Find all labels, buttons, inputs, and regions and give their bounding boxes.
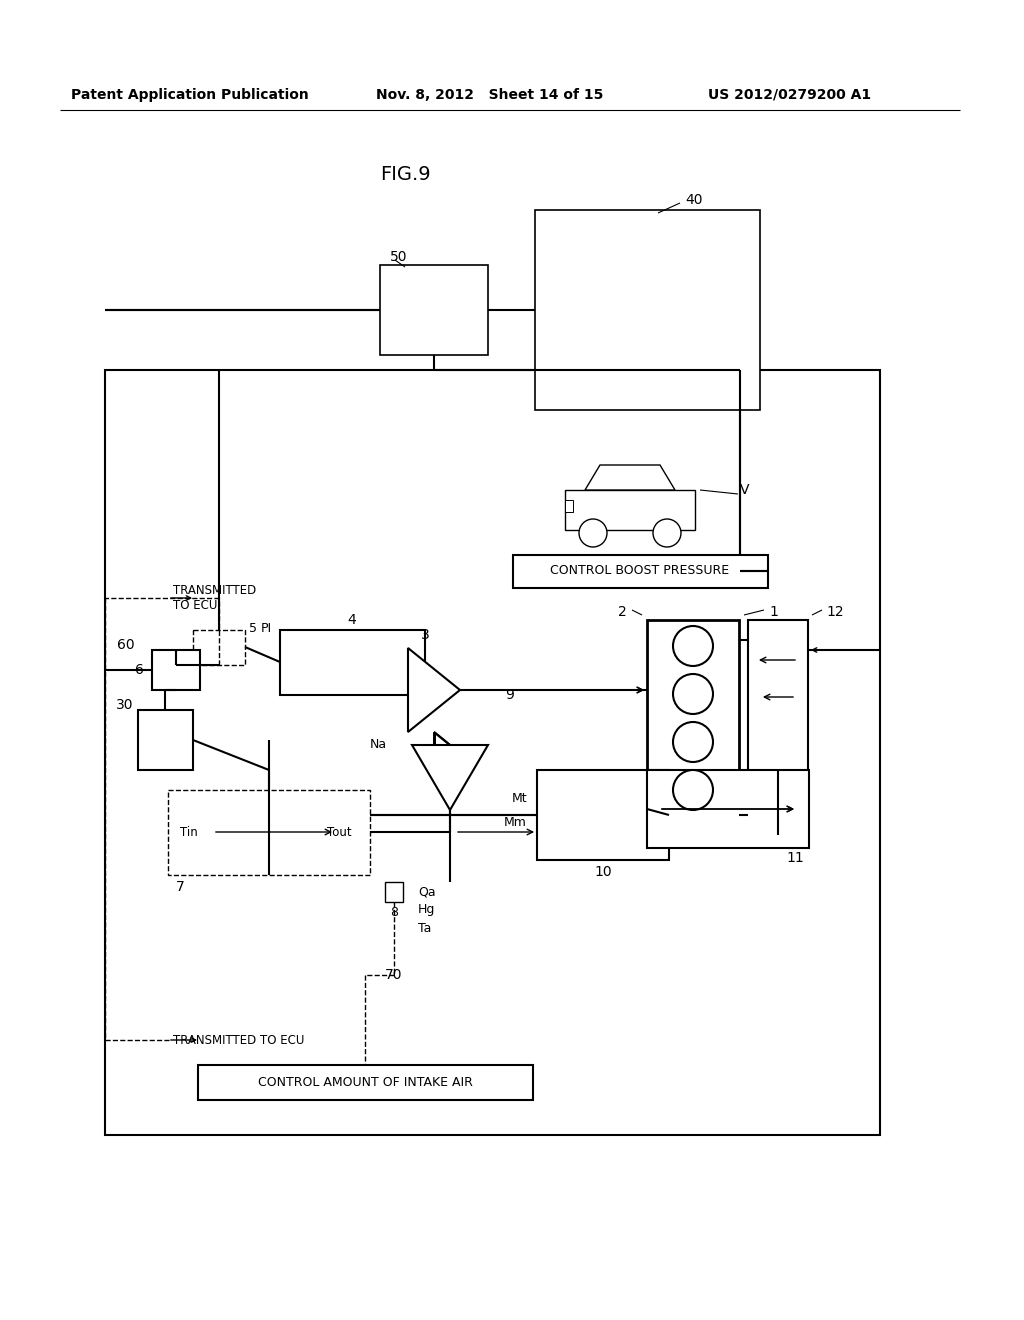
Polygon shape — [412, 744, 488, 810]
Text: Na: Na — [370, 738, 387, 751]
Text: 70: 70 — [385, 968, 402, 982]
Bar — [537, 770, 669, 861]
Text: 40: 40 — [685, 193, 702, 207]
Text: CONTROL AMOUNT OF INTAKE AIR: CONTROL AMOUNT OF INTAKE AIR — [258, 1076, 472, 1089]
Text: 50: 50 — [390, 249, 408, 264]
Text: 10: 10 — [594, 865, 611, 879]
Bar — [138, 710, 193, 770]
Bar — [647, 620, 739, 836]
Text: 3: 3 — [421, 628, 429, 642]
Text: 6: 6 — [135, 663, 144, 677]
Bar — [198, 1065, 534, 1100]
Bar — [168, 789, 370, 875]
Text: TRANSMITTED TO ECU: TRANSMITTED TO ECU — [173, 1034, 304, 1047]
Bar — [748, 620, 808, 836]
Bar — [193, 630, 245, 665]
Bar — [385, 882, 403, 902]
Text: Nov. 8, 2012   Sheet 14 of 15: Nov. 8, 2012 Sheet 14 of 15 — [376, 88, 604, 102]
Text: CONTROL BOOST PRESSURE: CONTROL BOOST PRESSURE — [551, 565, 729, 578]
Bar — [565, 500, 573, 512]
Text: Hg: Hg — [418, 903, 435, 916]
Text: Tin: Tin — [180, 825, 198, 838]
Text: TRANSMITTED
TO ECU: TRANSMITTED TO ECU — [173, 583, 256, 612]
Text: V: V — [740, 483, 750, 498]
Text: 5: 5 — [249, 622, 257, 635]
Bar — [105, 370, 880, 1135]
Circle shape — [653, 519, 681, 546]
Polygon shape — [585, 465, 675, 490]
Text: 9: 9 — [505, 688, 514, 702]
Text: 1: 1 — [769, 605, 778, 619]
Circle shape — [673, 770, 713, 810]
Text: Tout: Tout — [328, 825, 352, 838]
Text: Ta: Ta — [418, 921, 431, 935]
Bar — [565, 490, 695, 531]
Circle shape — [673, 675, 713, 714]
Circle shape — [673, 722, 713, 762]
Text: 4: 4 — [347, 612, 356, 627]
Polygon shape — [408, 648, 460, 733]
Text: 8: 8 — [390, 906, 398, 919]
Bar — [380, 265, 488, 355]
Bar — [535, 210, 760, 411]
Text: 60: 60 — [117, 638, 134, 652]
Bar — [647, 770, 809, 847]
Text: Mt: Mt — [511, 792, 527, 804]
Bar — [280, 630, 425, 696]
Text: Patent Application Publication: Patent Application Publication — [71, 88, 309, 102]
Text: 30: 30 — [116, 698, 133, 711]
Text: 7: 7 — [176, 880, 184, 894]
Bar — [513, 554, 768, 587]
Circle shape — [579, 519, 607, 546]
Text: 11: 11 — [786, 851, 804, 865]
Bar — [152, 649, 200, 690]
Text: FIG.9: FIG.9 — [380, 165, 430, 185]
Text: 12: 12 — [826, 605, 844, 619]
Text: 2: 2 — [618, 605, 627, 619]
Text: Mm: Mm — [504, 816, 527, 829]
Text: US 2012/0279200 A1: US 2012/0279200 A1 — [709, 88, 871, 102]
Text: Qa: Qa — [418, 886, 435, 899]
Circle shape — [673, 626, 713, 667]
Text: PI: PI — [261, 622, 272, 635]
